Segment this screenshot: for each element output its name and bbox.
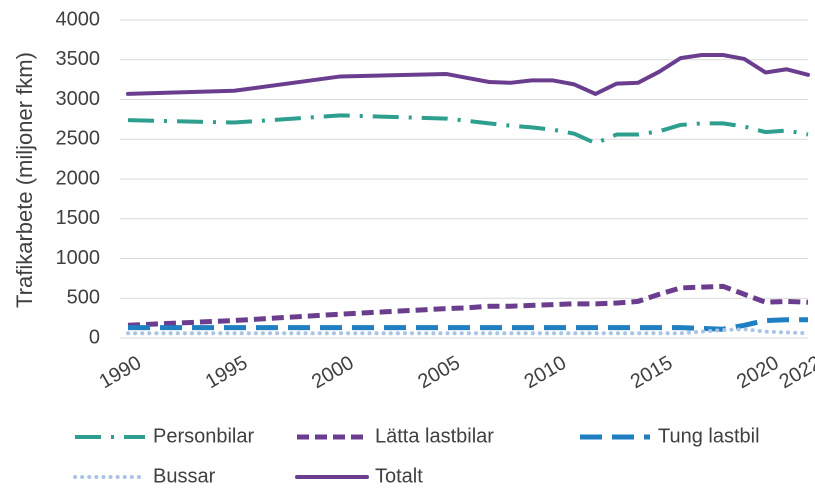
y-tick-label: 1500 — [56, 207, 101, 229]
x-tick-label: 2022 — [776, 352, 815, 393]
x-tick-label: 1990 — [96, 352, 146, 393]
series-line — [128, 317, 808, 332]
y-tick-label: 1000 — [56, 247, 101, 269]
y-tick-label: 2000 — [56, 167, 101, 189]
legend-label: Tung lastbil — [658, 425, 760, 447]
legend-label: Lätta lastbilar — [375, 425, 494, 447]
y-tick-label: 3500 — [56, 48, 101, 70]
series-line — [126, 327, 810, 336]
y-tick-label: 2500 — [56, 128, 101, 150]
x-tick-label: 2000 — [308, 352, 358, 393]
x-tick-label: 2005 — [414, 352, 464, 393]
y-tick-label: 0 — [89, 326, 100, 348]
x-tick-label: 2020 — [733, 352, 783, 393]
legend-label: Bussar — [153, 465, 216, 487]
legend-label: Totalt — [375, 465, 423, 487]
x-tick-label: 2015 — [627, 352, 677, 393]
series-line — [126, 52, 810, 96]
y-tick-label: 4000 — [56, 8, 101, 30]
legend-label: Personbilar — [153, 425, 255, 447]
y-tick-label: 500 — [67, 287, 100, 309]
y-tick-label: 3000 — [56, 88, 101, 110]
series-line — [127, 283, 809, 328]
x-tick-label: 2010 — [521, 352, 571, 393]
y-axis-label: Trafikarbete (miljoner fkm) — [12, 52, 37, 308]
x-tick-label: 1995 — [202, 352, 252, 393]
